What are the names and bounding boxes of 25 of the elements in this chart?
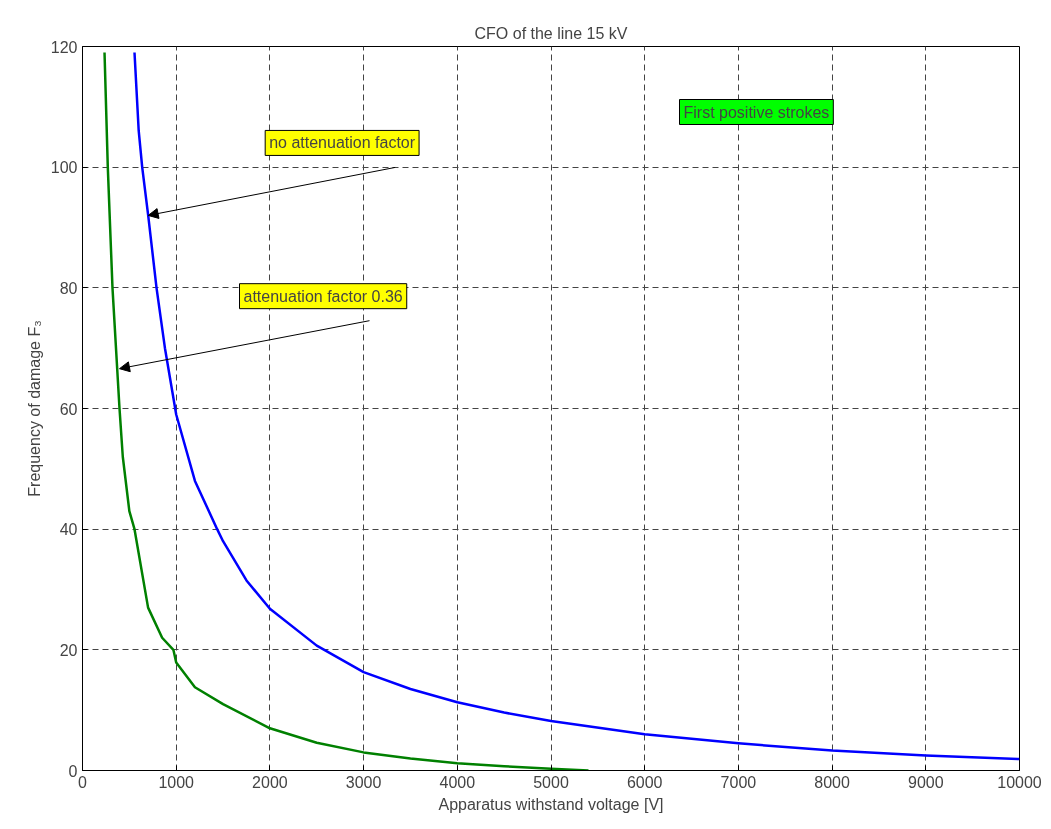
y-tick-label: 80 (59, 279, 78, 297)
x-tick-label: 4000 (439, 773, 476, 791)
y-tick-label: 20 (59, 641, 78, 659)
x-tick-label: 9000 (908, 773, 944, 791)
y-tick-label: 0 (68, 762, 78, 780)
chart-title: CFO of the line 15 kV (474, 24, 628, 42)
annotation: First positive strokes (683, 103, 830, 121)
x-tick-label: 6000 (626, 773, 663, 791)
y-tick-label: 100 (50, 159, 78, 177)
x-tick-label: 5000 (533, 773, 569, 791)
annotation: no attenuation factor (269, 134, 416, 152)
x-tick-label: 8000 (814, 773, 850, 791)
y-tick-label: 60 (59, 400, 78, 418)
x-tick-label: 3000 (345, 773, 382, 791)
y-tick-label: 40 (59, 521, 78, 539)
x-tick-label: 10000 (997, 773, 1042, 791)
y-axis-title: Frequency of damage F₃ (25, 320, 43, 497)
y-tick-label: 120 (50, 38, 78, 56)
annotation: attenuation factor 0.36 (243, 287, 403, 305)
x-axis-title: Apparatus withstand voltage [V] (438, 795, 664, 813)
x-tick-label: 7000 (720, 773, 757, 791)
x-tick-label: 2000 (252, 773, 288, 791)
line-series (103, 51, 590, 771)
line-series (133, 51, 1020, 761)
x-tick-label: 1000 (158, 773, 195, 791)
